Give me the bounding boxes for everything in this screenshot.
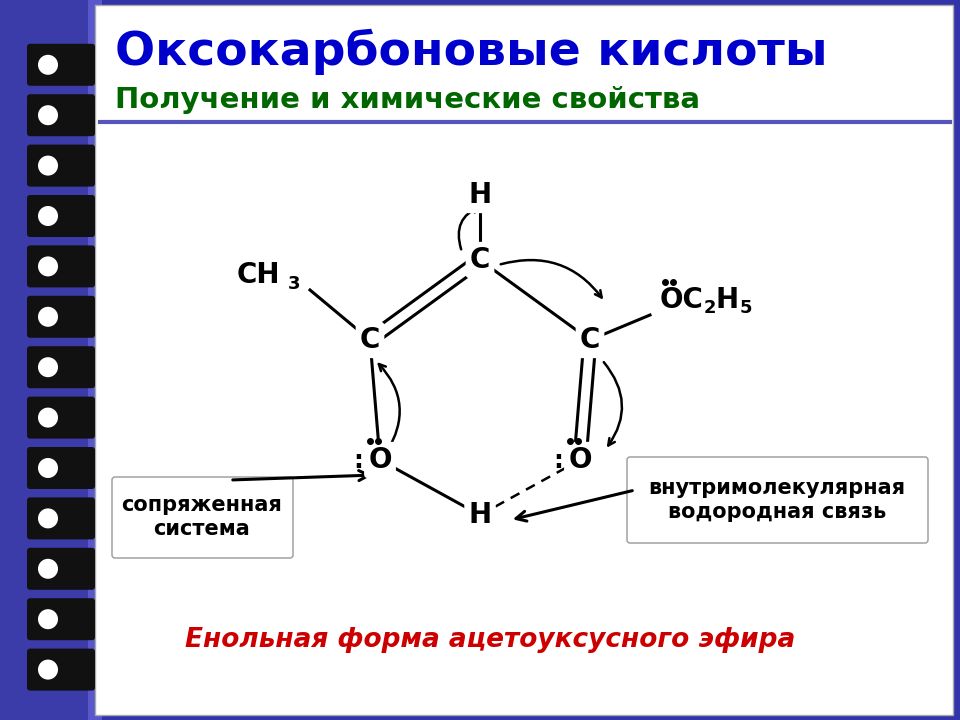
Text: O: O (369, 446, 392, 474)
Text: O: O (568, 446, 591, 474)
FancyBboxPatch shape (27, 94, 95, 136)
Text: C: C (360, 326, 380, 354)
Text: 2: 2 (704, 299, 716, 317)
FancyBboxPatch shape (27, 447, 95, 489)
FancyBboxPatch shape (27, 498, 95, 539)
Circle shape (38, 55, 58, 75)
Circle shape (38, 408, 58, 428)
FancyBboxPatch shape (27, 296, 95, 338)
Text: CH: CH (236, 261, 280, 289)
Circle shape (38, 357, 58, 377)
Text: C: C (580, 326, 600, 354)
Circle shape (38, 458, 58, 478)
Circle shape (38, 307, 58, 327)
FancyBboxPatch shape (27, 195, 95, 237)
Text: C: C (469, 246, 491, 274)
FancyBboxPatch shape (27, 397, 95, 438)
Circle shape (38, 156, 58, 176)
Bar (95, 5, 953, 715)
Text: внутримолекулярная
водородная связь: внутримолекулярная водородная связь (648, 478, 905, 521)
Text: :: : (353, 449, 363, 473)
Text: H: H (468, 181, 492, 209)
FancyBboxPatch shape (27, 548, 95, 590)
Text: 5: 5 (740, 299, 753, 317)
Text: H: H (468, 501, 492, 529)
Circle shape (38, 508, 58, 528)
Text: 3: 3 (288, 275, 300, 293)
FancyBboxPatch shape (27, 346, 95, 388)
Circle shape (38, 256, 58, 276)
FancyBboxPatch shape (27, 44, 95, 86)
Bar (0, 0, 95, 720)
Text: Получение и химические свойства: Получение и химические свойства (115, 86, 700, 114)
Text: OC: OC (660, 286, 704, 314)
Text: Оксокарбоновые кислоты: Оксокарбоновые кислоты (115, 29, 828, 75)
FancyBboxPatch shape (27, 246, 95, 287)
Circle shape (38, 105, 58, 125)
FancyBboxPatch shape (27, 649, 95, 690)
Text: :: : (553, 449, 563, 473)
FancyBboxPatch shape (627, 457, 928, 543)
Circle shape (38, 206, 58, 226)
FancyBboxPatch shape (112, 477, 293, 558)
Circle shape (38, 609, 58, 629)
Text: Енольная форма ацетоуксусного эфира: Енольная форма ацетоуксусного эфира (185, 627, 795, 653)
Text: сопряженная
система: сопряженная система (122, 495, 282, 539)
Circle shape (38, 660, 58, 680)
FancyBboxPatch shape (27, 145, 95, 186)
Circle shape (38, 559, 58, 579)
Text: H: H (716, 286, 739, 314)
FancyBboxPatch shape (27, 598, 95, 640)
Bar (88, 0, 102, 720)
